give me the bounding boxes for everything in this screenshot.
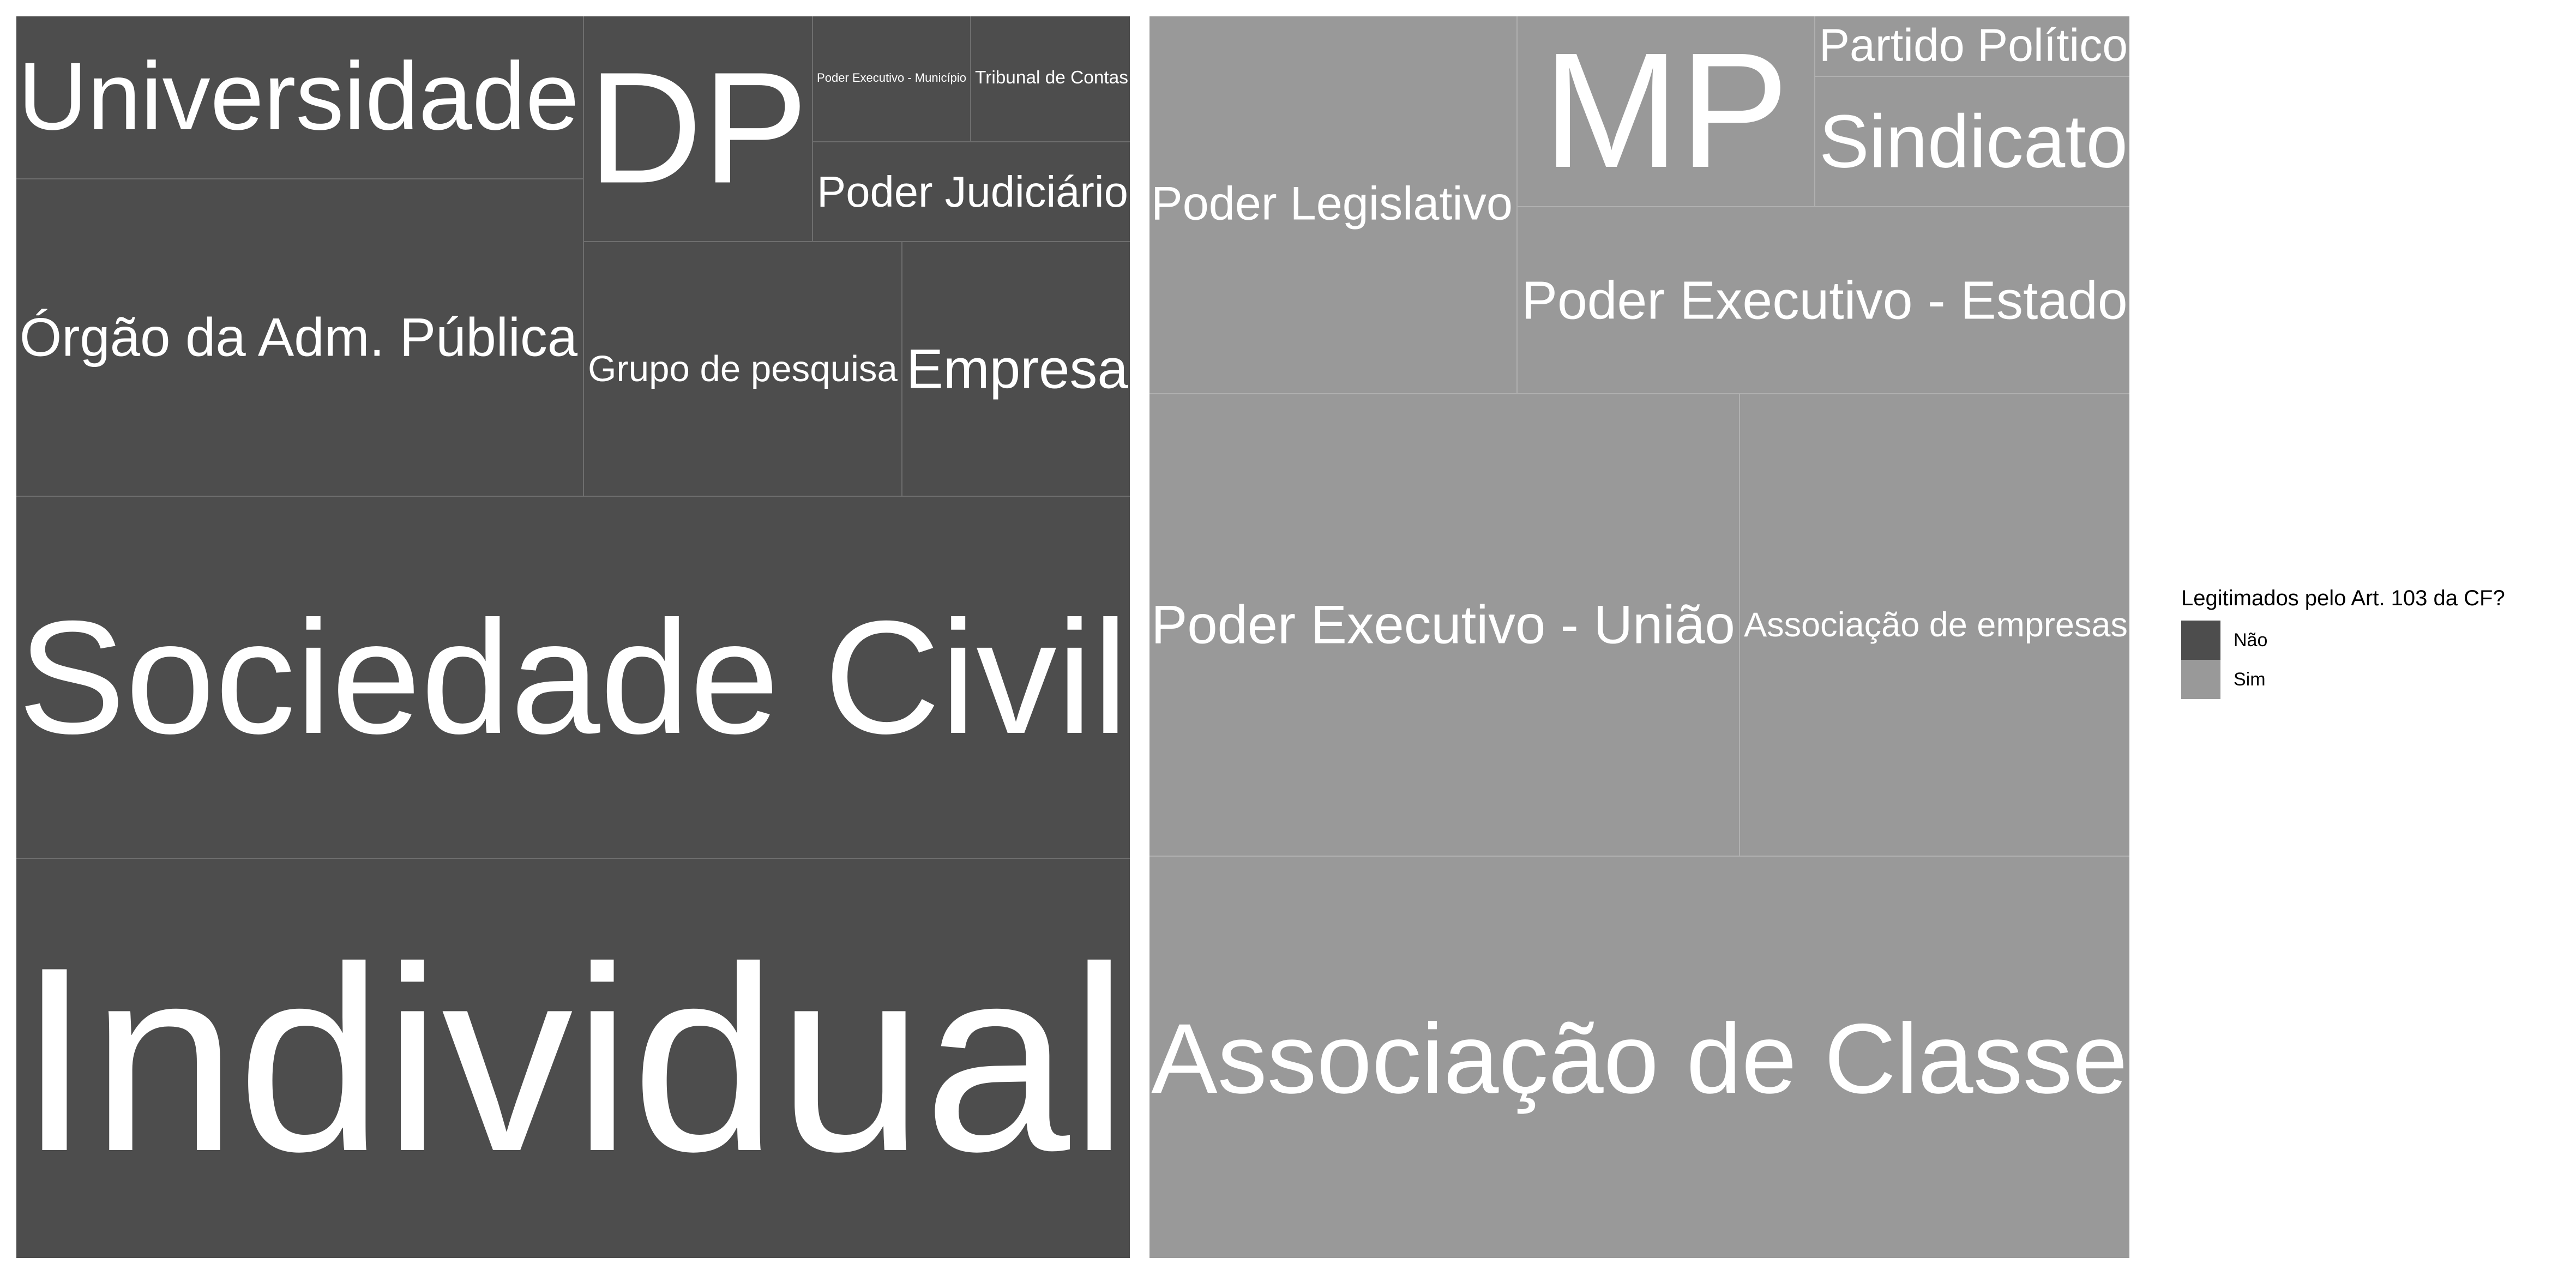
tile-label-partido-politico: Partido Político [1819,20,2128,71]
tile-label-poder-executivo-uniao: Poder Executivo - União [1151,595,1735,655]
tile-label-grupo-de-pesquisa: Grupo de pesquisa [588,348,898,389]
tile-label-mp: MP [1543,19,1789,202]
tile-poder-executivo-municipio [812,13,971,142]
tile-mp [1516,13,1815,207]
group-sim: Poder Legislativo MP Partido Político Sindi… [1144,11,2135,1263]
tile-label-poder-executivo-municipio: Poder Executivo - Município [817,71,966,85]
tile-label-tribunal-de-contas: Tribunal de Contas [975,68,1128,88]
tile-label-universidade: Universidade [18,43,579,150]
tile-associacao-de-empresas [1739,393,2133,857]
tile-individual [13,858,1133,1261]
legend: Legitimados pelo Art. 103 da CF? Não Sim [2181,586,2505,699]
tile-label-sociedade-civil: Sociedade Civil [18,587,1128,767]
tile-label-sindicato: Sindicato [1819,100,2128,184]
tile-label-orgao-da-adm-publica: Órgão da Adm. Pública [20,308,578,368]
legend-item-sim: Sim [2181,660,2505,699]
tile-empresa [901,241,1133,497]
group-border-nao [11,11,1135,1263]
tile-dp [583,13,813,242]
group-nao: Individual Sociedade Civil Universidade Órg… [11,11,1135,1263]
tile-sindicato [1814,76,2133,207]
tile-label-empresa: Empresa [906,338,1128,400]
tile-associacao-de-classe [1146,856,2133,1261]
legend-key-nao [2181,621,2220,660]
tile-universidade [13,13,584,179]
group-border-sim [1144,11,2135,1263]
tile-poder-executivo-estado [1516,206,2133,394]
tile-grupo-de-pesquisa [583,241,902,497]
tile-partido-politico [1814,13,2133,77]
legend-title: Legitimados pelo Art. 103 da CF? [2181,586,2505,610]
tile-label-associacao-de-empresas: Associação de empresas [1744,606,2128,644]
tile-label-associacao-de-classe: Associação de Classe [1151,1003,2128,1114]
tile-tribunal-de-contas [970,13,1133,142]
tile-poder-judiciario [812,141,1133,242]
tile-label-dp: DP [588,39,808,216]
tile-label-poder-executivo-estado: Poder Executivo - Estado [1521,270,2127,330]
tile-label-poder-legislativo: Poder Legislativo [1151,178,1513,230]
legend-key-sim [2181,660,2220,699]
legend-label-nao: Não [2234,629,2268,651]
legend-item-nao: Não [2181,621,2505,660]
tile-label-individual: Individual [18,913,1128,1206]
tile-poder-legislativo [1146,13,1518,394]
legend-label-sim: Sim [2234,669,2266,690]
tile-label-poder-judiciario: Poder Judiciário [817,167,1128,216]
tile-orgao-da-adm-publica [13,178,584,497]
tile-poder-executivo-uniao [1146,393,1740,857]
